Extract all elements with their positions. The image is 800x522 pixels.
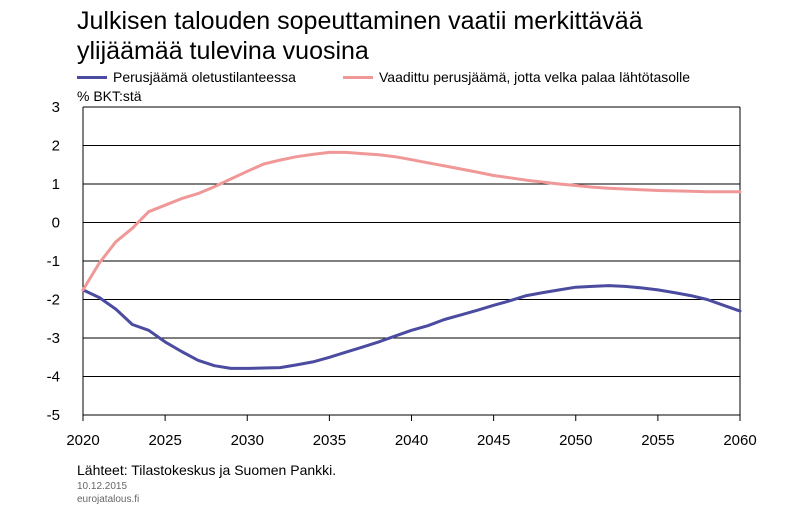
x-tick-label-6: 2050 <box>559 432 592 449</box>
x-tick-label-8: 2060 <box>723 432 756 449</box>
legend-swatch-series-1 <box>77 76 107 79</box>
legend-label-series-2: Vaadittu perusjäämä, jotta velka palaa l… <box>379 69 691 85</box>
legend-label-series-1: Perusjäämä oletustilanteessa <box>113 69 296 85</box>
x-tick-label-1: 2025 <box>148 432 181 449</box>
y-tick-label-7: -4 <box>47 369 60 386</box>
legend-swatch-series-2 <box>343 76 373 79</box>
y-tick-label-8: -5 <box>47 407 60 424</box>
x-tick-label-2: 2030 <box>231 432 264 449</box>
x-tick-label-7: 2055 <box>641 432 674 449</box>
chart-title-line-1: Julkisen talouden sopeuttaminen vaatii m… <box>77 7 643 35</box>
x-tick-label-4: 2040 <box>395 432 428 449</box>
x-tick-label-3: 2035 <box>313 432 346 449</box>
chart-title-line-2: ylijäämää tulevina vuosina <box>77 37 369 65</box>
publish-date: 10.12.2015 <box>77 481 128 492</box>
chart-title: Julkisen talouden sopeuttaminen vaatii m… <box>77 6 777 66</box>
series-line-1 <box>81 284 742 370</box>
site-name: eurojatalous.fi <box>77 494 140 505</box>
source-note: Lähteet: Tilastokeskus ja Suomen Pankki. <box>77 462 337 478</box>
y-tick-label-6: -3 <box>47 330 60 347</box>
series-line-2 <box>81 150 742 292</box>
y-tick-label-5: -2 <box>47 292 60 309</box>
x-tick-label-5: 2045 <box>477 432 510 449</box>
y-tick-label-2: 1 <box>52 176 60 193</box>
y-axis-unit-label: % BKT:stä <box>77 88 142 104</box>
y-tick-label-3: 0 <box>52 215 60 232</box>
y-tick-label-0: 3 <box>52 99 60 116</box>
x-tick-label-0: 2020 <box>66 432 99 449</box>
y-tick-label-1: 2 <box>52 138 60 155</box>
y-tick-label-4: -1 <box>47 253 60 270</box>
